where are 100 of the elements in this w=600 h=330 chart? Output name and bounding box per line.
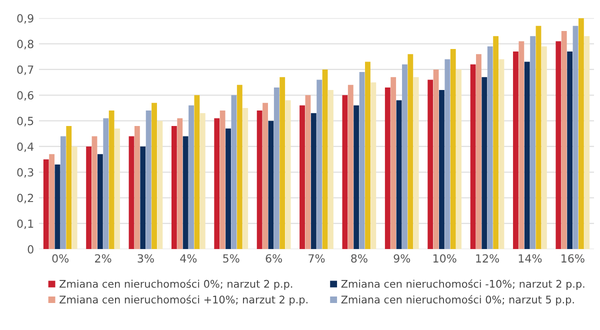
bar xyxy=(561,30,567,250)
x-tick-label: 14% xyxy=(518,254,542,263)
x-tick-label: 10% xyxy=(433,254,456,263)
bar xyxy=(103,118,109,250)
y-tick-label: 0,1 xyxy=(17,219,34,229)
x-tick-label: 16% xyxy=(562,254,584,263)
x-tick-label: 9% xyxy=(394,254,410,263)
bar xyxy=(54,164,60,250)
bar xyxy=(214,118,220,250)
y-tick-label: 0,6 xyxy=(17,91,34,101)
bar xyxy=(108,110,114,250)
bar xyxy=(513,52,518,250)
bar xyxy=(188,105,194,250)
bar xyxy=(60,136,66,250)
y-tick-label: 0,9 xyxy=(17,14,34,24)
bar xyxy=(476,54,482,250)
y-tick-label: 0,4 xyxy=(17,142,34,152)
bar xyxy=(328,90,334,250)
bar xyxy=(384,87,390,250)
bar xyxy=(226,128,231,250)
bar xyxy=(66,126,72,250)
x-tick-label: 8% xyxy=(351,254,368,263)
legend-label: Zmiana cen nieruchomości +10%; narzut 2 p.p. xyxy=(60,295,308,306)
y-tick-label: 0,2 xyxy=(17,194,34,204)
bar xyxy=(194,95,200,250)
x-tick-label: 4% xyxy=(180,254,197,263)
bar xyxy=(482,77,488,250)
bar xyxy=(572,26,578,250)
bar xyxy=(518,41,524,250)
bar xyxy=(493,36,499,250)
y-tick-label: 0,7 xyxy=(17,65,34,75)
bar xyxy=(439,90,444,250)
bar xyxy=(541,46,547,250)
bar xyxy=(200,113,206,250)
bar xyxy=(556,41,562,250)
bar xyxy=(182,136,188,250)
x-tick-label: 3% xyxy=(138,254,154,263)
bar xyxy=(578,18,584,250)
bar xyxy=(567,52,573,250)
bar xyxy=(354,105,360,250)
bar xyxy=(305,95,311,250)
bar xyxy=(524,62,530,250)
bar xyxy=(396,100,402,250)
y-tick-label: 0,5 xyxy=(17,116,34,126)
bar xyxy=(140,146,146,250)
bar xyxy=(171,126,177,250)
bar xyxy=(114,128,120,250)
bar xyxy=(310,113,316,250)
bar xyxy=(92,136,98,250)
bar xyxy=(285,100,291,250)
x-tick-label: 6% xyxy=(266,254,282,263)
bar xyxy=(444,59,450,250)
y-tick-label: 0,3 xyxy=(17,168,34,178)
legend-label: Zmiana cen nieruchomości -10%; narzut 2 p.p. xyxy=(341,279,584,290)
bar xyxy=(456,69,462,250)
bar xyxy=(49,154,55,250)
x-tick-label: 5% xyxy=(223,254,240,263)
y-tick-label: 0,8 xyxy=(17,40,34,50)
bar xyxy=(365,62,370,250)
bar xyxy=(536,26,542,250)
bar xyxy=(322,69,328,250)
bar xyxy=(274,87,280,250)
bar xyxy=(43,159,49,250)
bar xyxy=(256,110,262,250)
bar xyxy=(342,95,348,250)
bar xyxy=(262,102,268,250)
bar xyxy=(530,36,536,250)
bar xyxy=(280,77,286,250)
y-tick-label: 0 xyxy=(28,245,34,254)
bar xyxy=(413,77,419,250)
bar xyxy=(348,84,354,250)
bar xyxy=(370,82,376,250)
bar xyxy=(359,72,365,250)
x-tick-label: 2% xyxy=(95,254,112,263)
bar xyxy=(231,95,237,250)
bar xyxy=(236,84,242,250)
x-tick-label: 12% xyxy=(476,254,500,263)
bar xyxy=(433,69,439,250)
bar xyxy=(268,120,274,250)
bar xyxy=(390,77,396,250)
x-tick-label: 0% xyxy=(52,254,69,263)
bar xyxy=(428,80,434,250)
bar xyxy=(220,110,226,250)
bar xyxy=(300,105,305,250)
bar xyxy=(72,146,78,250)
bar xyxy=(177,118,183,250)
bar xyxy=(157,120,163,250)
bar xyxy=(242,108,248,250)
bar xyxy=(408,54,414,250)
bar xyxy=(97,154,103,250)
bar xyxy=(402,64,408,250)
bar xyxy=(316,80,322,250)
legend-label: Zmiana cen nieruchomości 0%; narzut 2 p.p. xyxy=(60,279,292,290)
bar xyxy=(152,102,157,250)
bar xyxy=(470,64,476,250)
bar xyxy=(134,126,140,250)
legend-label: Zmiana cen nieruchomości 0%; narzut 5 p.p. xyxy=(341,295,574,306)
bar xyxy=(146,110,152,250)
bar xyxy=(584,36,590,250)
bar xyxy=(86,146,92,250)
